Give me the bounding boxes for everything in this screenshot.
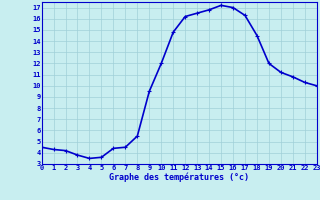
X-axis label: Graphe des températures (°c): Graphe des températures (°c) [109,172,249,182]
